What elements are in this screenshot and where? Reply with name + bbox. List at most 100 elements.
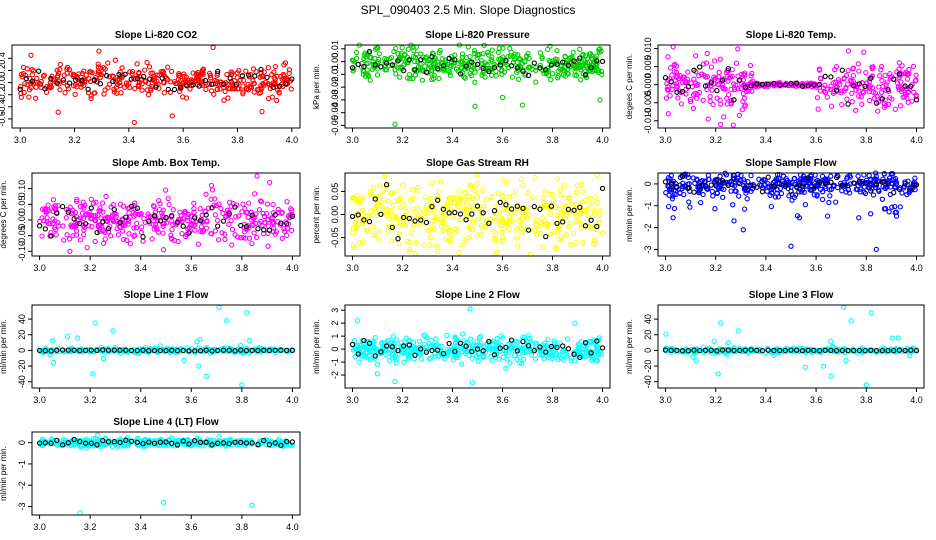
outlier-point (828, 373, 834, 379)
data-point (710, 101, 716, 108)
data-point (269, 94, 275, 100)
data-point (287, 348, 293, 354)
data-point (400, 201, 406, 208)
highlight-point (446, 210, 452, 216)
data-point (76, 71, 82, 77)
highlight-point (794, 80, 800, 86)
data-point (444, 332, 450, 339)
data-point (823, 185, 829, 192)
data-point (844, 96, 850, 102)
data-point (475, 216, 482, 222)
x-tick-label: 3.8 (860, 263, 873, 273)
data-point (907, 353, 913, 359)
data-point (506, 194, 512, 200)
data-point (382, 55, 388, 62)
data-point (379, 341, 385, 347)
data-point (405, 351, 411, 357)
data-point (91, 213, 97, 219)
highlight-point (565, 206, 572, 213)
highlight-point (731, 176, 737, 182)
data-point (881, 206, 888, 212)
data-point (745, 88, 752, 94)
highlight-point (289, 347, 296, 354)
highlight-point (588, 217, 594, 223)
data-point (733, 188, 739, 194)
data-point (124, 237, 130, 243)
data-point (412, 72, 419, 78)
data-point (92, 217, 99, 224)
data-point (100, 209, 106, 215)
data-point (511, 56, 517, 62)
data-point (207, 72, 214, 78)
data-point (214, 86, 221, 92)
highlight-point (361, 337, 367, 344)
scatter-points (662, 44, 920, 128)
highlight-point (42, 86, 48, 92)
outlier-point (820, 363, 827, 369)
highlight-point (418, 57, 424, 63)
highlight-point (266, 227, 273, 233)
data-point (568, 355, 574, 361)
scatter-points (349, 42, 606, 127)
highlight-point (913, 97, 920, 103)
data-point (238, 235, 244, 241)
data-point (429, 50, 436, 56)
data-point (65, 86, 71, 92)
data-point (525, 50, 531, 57)
data-point (870, 347, 877, 354)
data-point (281, 226, 287, 232)
highlight-point (873, 100, 880, 106)
chart-panel-3: Slope Li-820 Temp.degees C per min.3.0 3.… (625, 30, 925, 145)
y-tick-label: 0.4 (0, 52, 7, 65)
data-point (396, 241, 402, 247)
data-point (245, 81, 251, 88)
y-axis-label: ml/min per min. (625, 187, 634, 242)
data-point (396, 197, 402, 203)
y-tick-label: -3 (17, 502, 27, 510)
data-point (250, 221, 256, 227)
data-point (436, 188, 443, 195)
data-point (697, 186, 703, 193)
data-point (879, 77, 885, 84)
data-point (485, 49, 491, 56)
highlight-point (771, 347, 777, 354)
data-point (208, 231, 215, 237)
data-point (171, 78, 178, 85)
highlight-point (679, 348, 686, 354)
x-tick-label: 3.0 (659, 135, 672, 145)
highlight-point (702, 347, 709, 353)
data-point (351, 245, 357, 251)
data-point (495, 190, 501, 197)
highlight-point (100, 219, 106, 225)
data-point (870, 89, 877, 95)
data-point (448, 62, 454, 69)
data-point (707, 98, 713, 105)
highlight-point (674, 347, 680, 354)
data-point (54, 67, 60, 74)
data-point (165, 195, 171, 202)
x-tick-label: 4.0 (910, 135, 923, 145)
data-point (826, 199, 832, 206)
data-point (432, 353, 438, 359)
data-point (577, 77, 584, 83)
x-tick-label: 3.4 (123, 135, 136, 145)
data-point (457, 197, 463, 204)
data-point (134, 61, 140, 67)
y-axis-label: percent per min. (312, 186, 321, 244)
data-point (156, 197, 162, 204)
data-point (132, 232, 138, 238)
x-tick-label: 4.0 (286, 263, 299, 273)
data-point (90, 200, 97, 206)
data-point (202, 209, 208, 215)
x-tick-label: 4.0 (286, 395, 299, 405)
highlight-point (851, 180, 857, 186)
data-point (709, 87, 715, 93)
highlight-point (220, 218, 227, 224)
data-point (861, 172, 867, 178)
highlight-point (395, 58, 401, 64)
highlight-point (77, 220, 83, 227)
data-point (421, 332, 427, 338)
data-point (912, 186, 918, 193)
data-point (186, 224, 193, 230)
data-point (422, 194, 429, 200)
